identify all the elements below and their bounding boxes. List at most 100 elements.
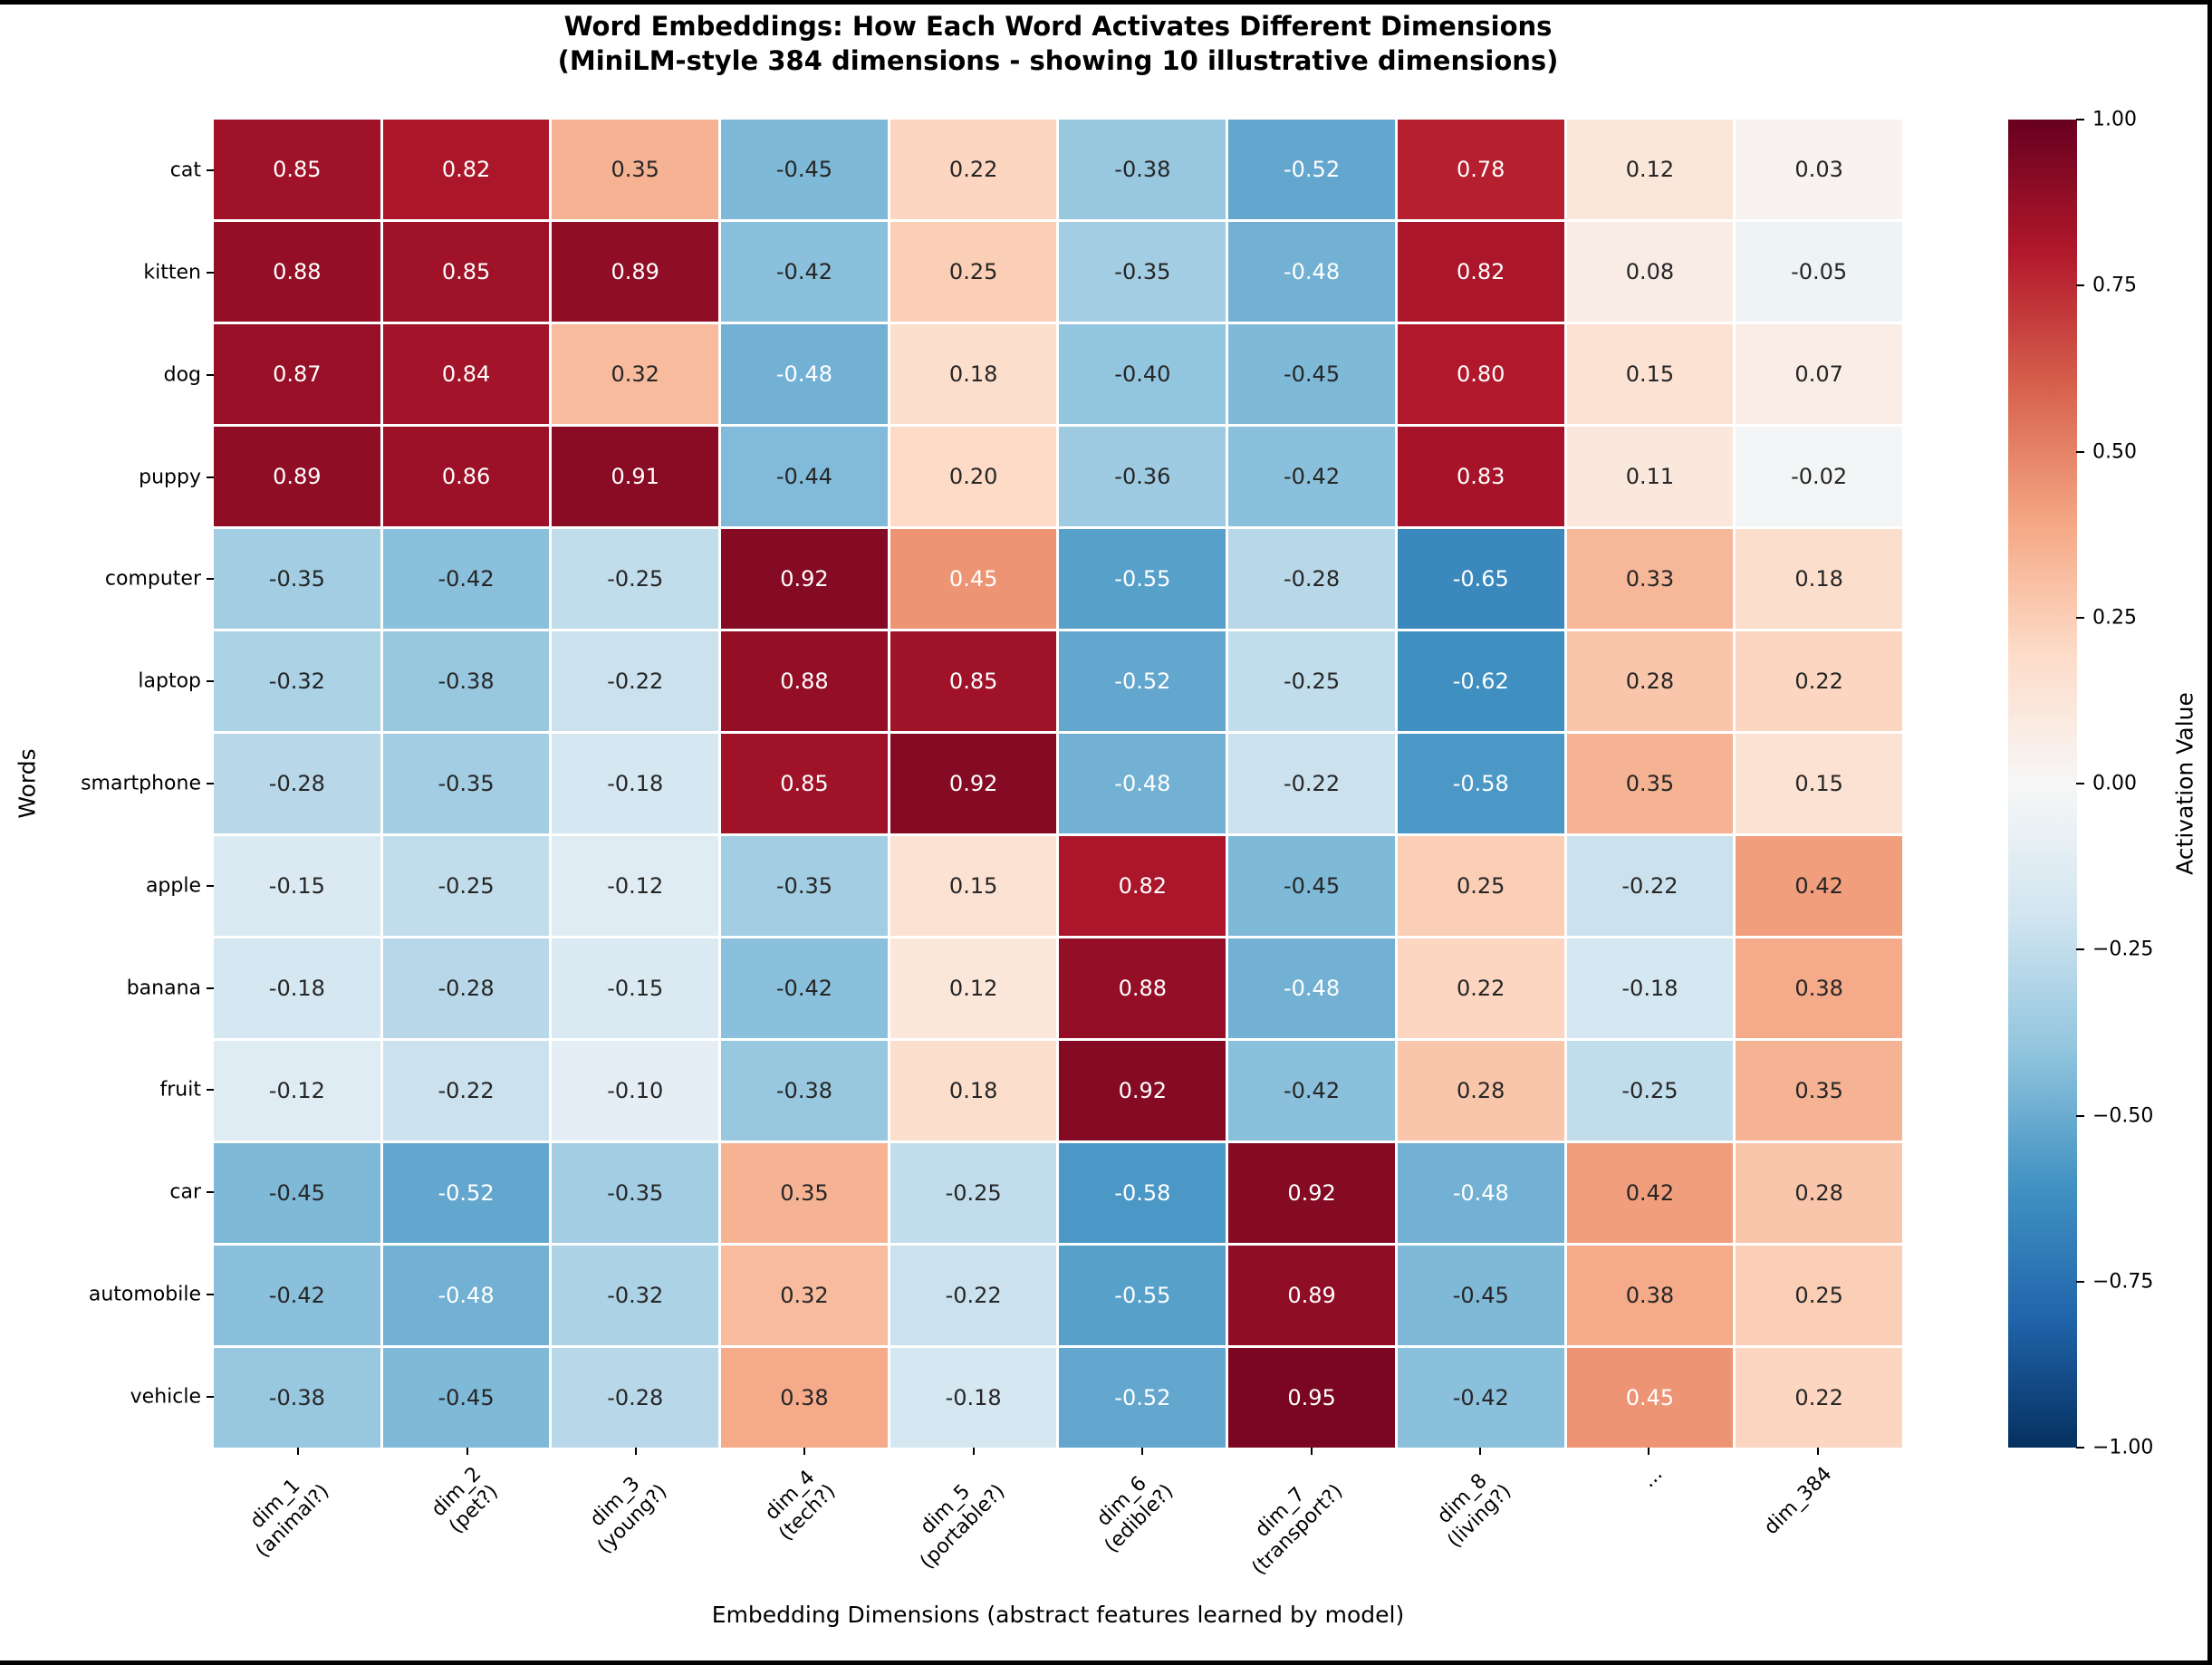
heatmap-cell: 0.12 — [890, 938, 1057, 1038]
heatmap-cell: -0.28 — [1228, 529, 1395, 629]
y-tick — [207, 373, 214, 376]
heatmap-cell: -0.55 — [1059, 529, 1226, 629]
heatmap-cell: -0.42 — [721, 938, 888, 1038]
heatmap-cell: -0.22 — [890, 1246, 1057, 1345]
heatmap-cell: 0.92 — [721, 529, 888, 629]
heatmap-cell: 0.18 — [890, 1041, 1057, 1140]
heatmap-cell: -0.52 — [1228, 120, 1395, 219]
heatmap-cell: 0.32 — [552, 324, 719, 424]
heatmap-cell: 0.11 — [1566, 427, 1734, 526]
chart-title-line1: Word Embeddings: How Each Word Activates… — [563, 11, 1553, 42]
heatmap-cell: -0.38 — [1059, 120, 1226, 219]
x-tick-sublabel: (animal?) — [251, 1479, 334, 1563]
heatmap-cell: -0.05 — [1736, 222, 1902, 322]
screenshot-border-bottom — [0, 1660, 2212, 1665]
heatmap-cell: -0.48 — [1397, 1143, 1564, 1243]
heatmap-cell: 0.42 — [1566, 1143, 1734, 1243]
y-tick-label: banana — [126, 977, 201, 1000]
heatmap-cell: 0.85 — [890, 631, 1057, 731]
heatmap-cell: -0.28 — [214, 734, 380, 833]
heatmap-cell: 0.85 — [214, 120, 380, 219]
x-tick-label: ... — [1638, 1462, 1668, 1493]
heatmap-cell: -0.25 — [1566, 1041, 1734, 1140]
heatmap-cell: -0.48 — [382, 1246, 550, 1345]
heatmap-cell: -0.48 — [1228, 222, 1395, 322]
heatmap-cell: 0.35 — [721, 1143, 888, 1243]
x-tick-label: dim_8 (living?) — [1433, 1469, 1516, 1553]
heatmap-cell: -0.42 — [1228, 427, 1395, 526]
heatmap-cell: 0.78 — [1397, 120, 1564, 219]
heatmap-cell: 0.85 — [721, 734, 888, 833]
screenshot-border-top — [0, 0, 2212, 5]
chart-title: Word Embeddings: How Each Word Activates… — [214, 9, 1902, 78]
y-tick-label: fruit — [159, 1078, 201, 1102]
colorbar-tick — [2076, 119, 2084, 120]
heatmap-cell: 0.95 — [1228, 1348, 1395, 1448]
x-tick-sublabel: (young?) — [593, 1479, 672, 1559]
colorbar-tick — [2076, 1280, 2084, 1283]
y-tick-label: automobile — [88, 1283, 201, 1306]
heatmap-cell: 0.08 — [1566, 222, 1734, 322]
heatmap-cell: 0.92 — [890, 734, 1057, 833]
heatmap-cell: 0.89 — [1228, 1246, 1395, 1345]
y-tick — [207, 680, 214, 683]
heatmap-cell: -0.44 — [721, 427, 888, 526]
colorbar-tick — [2076, 450, 2084, 453]
x-tick-label: dim_2 (pet?) — [427, 1462, 503, 1538]
x-tick — [1479, 1448, 1481, 1455]
heatmap-cell: -0.10 — [552, 1041, 719, 1140]
heatmap-cell: 0.25 — [1397, 836, 1564, 936]
heatmap-cell: 0.28 — [1566, 631, 1734, 731]
heatmap-cell: -0.15 — [552, 938, 719, 1038]
heatmap-cell: -0.12 — [214, 1041, 380, 1140]
heatmap-cell: 0.38 — [1566, 1246, 1734, 1345]
heatmap-cell: -0.18 — [890, 1348, 1057, 1448]
heatmap-cell: 0.25 — [1736, 1246, 1902, 1345]
colorbar-tick-label: −1.00 — [2092, 1436, 2154, 1459]
colorbar-tick — [2076, 1447, 2084, 1448]
x-tick — [1816, 1448, 1819, 1455]
heatmap-cell: 0.88 — [214, 222, 380, 322]
colorbar-tick — [2076, 284, 2084, 287]
heatmap-cell: 0.82 — [382, 120, 550, 219]
heatmap-cell: -0.48 — [1059, 734, 1226, 833]
heatmap-cell: 0.80 — [1397, 324, 1564, 424]
heatmap-cell: -0.35 — [382, 734, 550, 833]
colorbar-gradient — [2008, 120, 2077, 1448]
heatmap-cell: -0.25 — [1228, 631, 1395, 731]
heatmap-cell: -0.55 — [1059, 1246, 1226, 1345]
heatmap-cell: -0.45 — [721, 120, 888, 219]
heatmap-cell: 0.87 — [214, 324, 380, 424]
heatmap-cell: 0.38 — [721, 1348, 888, 1448]
x-tick — [635, 1448, 637, 1455]
heatmap-cell: -0.32 — [214, 631, 380, 731]
heatmap-cell: -0.42 — [214, 1246, 380, 1345]
heatmap-cell: 0.07 — [1736, 324, 1902, 424]
y-tick-label: puppy — [139, 466, 201, 489]
colorbar-tick-label: −0.25 — [2092, 938, 2154, 961]
x-tick-sublabel: (living?) — [1443, 1479, 1516, 1553]
heatmap-cell: 0.91 — [552, 427, 719, 526]
heatmap-cell: -0.58 — [1397, 734, 1564, 833]
heatmap-cell: 0.12 — [1566, 120, 1734, 219]
heatmap-cell: -0.02 — [1736, 427, 1902, 526]
colorbar-tick-label: 0.25 — [2092, 606, 2137, 630]
heatmap-cell: 0.18 — [1736, 529, 1902, 629]
heatmap-cell: 0.22 — [1736, 1348, 1902, 1448]
heatmap-cell: 0.85 — [382, 222, 550, 322]
y-tick-label: kitten — [143, 261, 201, 284]
y-axis-title: Words — [14, 748, 41, 819]
y-tick — [207, 1089, 214, 1092]
heatmap-cell: -0.25 — [382, 836, 550, 936]
colorbar-tick — [2076, 948, 2084, 951]
heatmap-cell: -0.22 — [552, 631, 719, 731]
heatmap-cell: 0.38 — [1736, 938, 1902, 1038]
heatmap-cell: -0.40 — [1059, 324, 1226, 424]
colorbar-tick — [2076, 616, 2084, 619]
y-tick — [207, 884, 214, 887]
heatmap-cell: 0.83 — [1397, 427, 1564, 526]
heatmap-cell: 0.88 — [1059, 938, 1226, 1038]
x-tick — [803, 1448, 806, 1455]
colorbar-tick-label: 0.75 — [2092, 274, 2137, 297]
heatmap-cell: -0.38 — [382, 631, 550, 731]
